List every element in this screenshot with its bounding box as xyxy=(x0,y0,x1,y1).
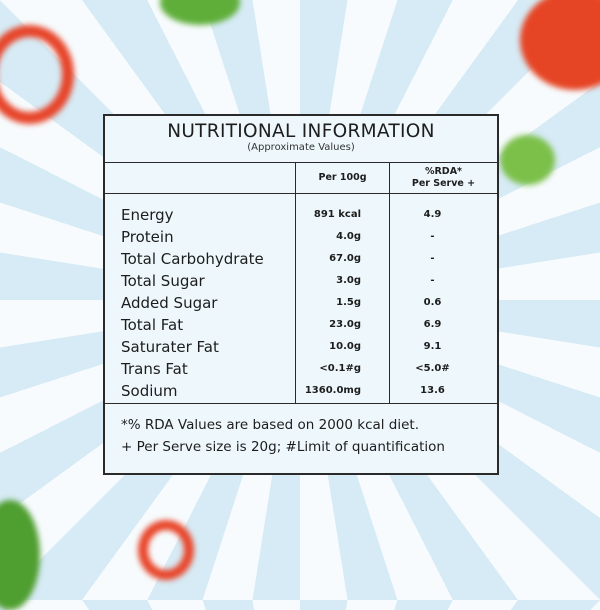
per100g-value: 4.0g xyxy=(336,231,361,242)
per100g-values: 891 kcal 4.0g 67.0g 3.0g 1.5g 23.0g 10.0g <0.1#… xyxy=(295,194,389,403)
nutrient-label: Total Sugar xyxy=(121,272,205,290)
per100g-value: 891 kcal xyxy=(313,209,361,220)
rda-value: 6.9 xyxy=(423,319,442,330)
nutrient-label: Sodium xyxy=(121,382,178,400)
bell-pepper-ring-image xyxy=(138,520,194,580)
rda-value: 13.6 xyxy=(420,385,445,396)
lettuce-image-bottom xyxy=(0,500,40,610)
bell-pepper-image xyxy=(0,25,74,124)
per100g-value: 1.5g xyxy=(336,297,361,308)
nutrient-label: Protein xyxy=(121,228,174,246)
footnotes: *% RDA Values are based on 2000 kcal die… xyxy=(105,404,497,458)
per100g-value: 67.0g xyxy=(329,253,361,264)
basil-leaf-image xyxy=(500,135,555,185)
rda-value: - xyxy=(430,275,435,286)
nutrient-label: Total Carbohydrate xyxy=(121,250,264,268)
lettuce-image xyxy=(160,0,240,25)
nutrient-label: Energy xyxy=(121,206,174,224)
nutrient-labels: Energy Protein Total Carbohydrate Total Sug… xyxy=(105,194,295,403)
rda-value: - xyxy=(430,231,435,242)
rda-value: <5.0# xyxy=(415,363,450,374)
table-body: Energy Protein Total Carbohydrate Total Sug… xyxy=(105,194,497,404)
table-subtitle: (Approximate Values) xyxy=(247,142,355,153)
per100g-value: 1360.0mg xyxy=(304,385,361,396)
per100g-value: 3.0g xyxy=(336,275,361,286)
nutrient-label: Added Sugar xyxy=(121,294,218,312)
nutrient-label: Saturater Fat xyxy=(121,338,219,356)
header-rda: %RDA* Per Serve + xyxy=(389,163,497,193)
rda-values: 4.9 - - - 0.6 6.9 9.1 <5.0# 13.6 xyxy=(389,194,497,403)
header-row: Per 100g %RDA* Per Serve + xyxy=(105,163,497,194)
per100g-value: <0.1#g xyxy=(319,363,361,374)
nutrient-label: Trans Fat xyxy=(121,360,188,378)
header-nutrient xyxy=(105,163,295,193)
footnote: + Per Serve size is 20g; #Limit of quant… xyxy=(121,439,445,455)
table-title-section: NUTRITIONAL INFORMATION (Approximate Val… xyxy=(105,116,497,163)
header-per100g: Per 100g xyxy=(295,163,389,193)
tomato-image xyxy=(520,0,600,90)
rda-value: - xyxy=(430,253,435,264)
rda-value: 9.1 xyxy=(423,341,442,352)
rda-value: 4.9 xyxy=(423,209,442,220)
per100g-value: 23.0g xyxy=(329,319,361,330)
rda-value: 0.6 xyxy=(423,297,442,308)
per100g-value: 10.0g xyxy=(329,341,361,352)
footnote: *% RDA Values are based on 2000 kcal die… xyxy=(121,417,420,433)
nutrition-table: NUTRITIONAL INFORMATION (Approximate Val… xyxy=(103,114,499,475)
table-title: NUTRITIONAL INFORMATION xyxy=(167,121,435,142)
nutrient-label: Total Fat xyxy=(121,316,184,334)
